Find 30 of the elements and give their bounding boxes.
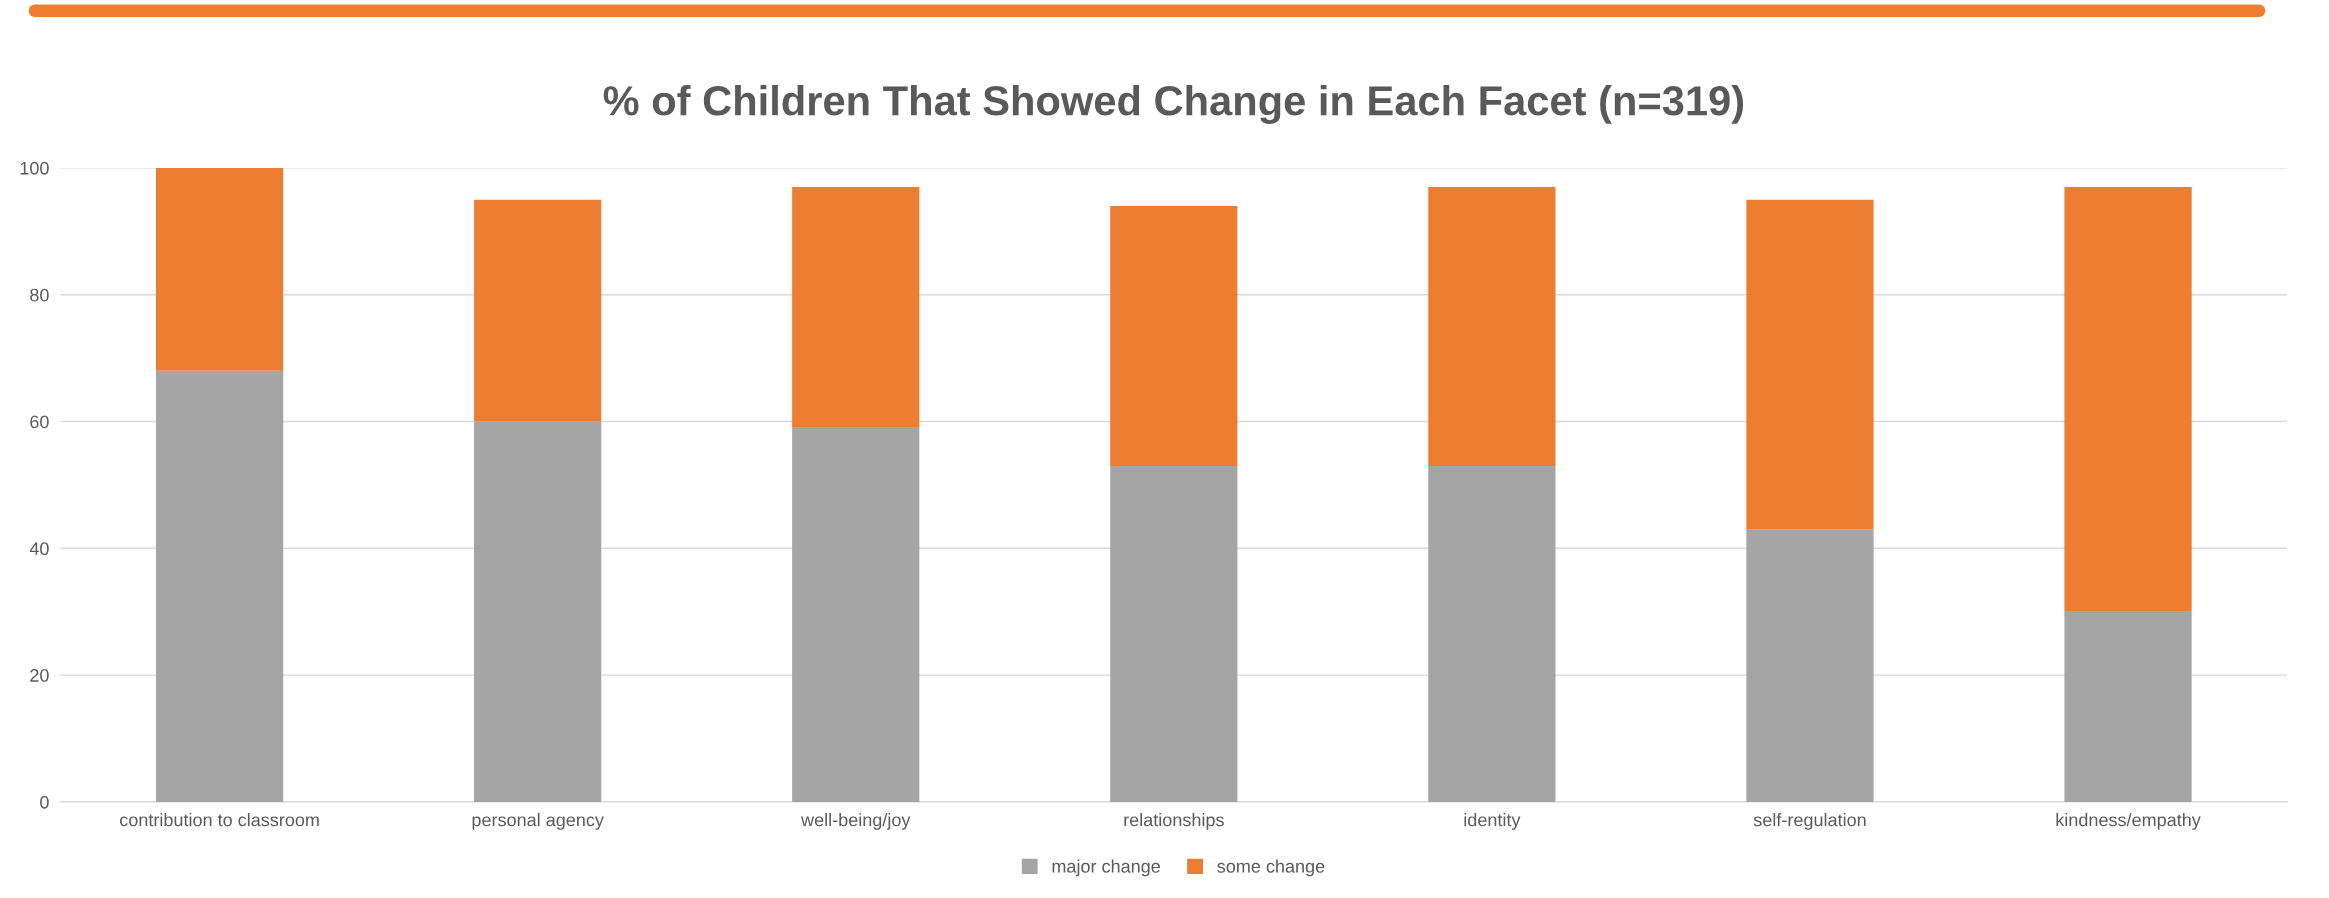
bar (1746, 199, 1874, 530)
bar (1110, 205, 1238, 466)
bar (792, 186, 920, 428)
y-tick-label: 0 (40, 795, 49, 809)
y-tick-label: 20 (30, 669, 49, 682)
y-tick-label: 40 (29, 542, 49, 556)
x-tick-label: relationships (1124, 813, 1224, 830)
bar (792, 427, 920, 802)
bar (1110, 465, 1238, 802)
bar (2064, 611, 2192, 802)
y-tick-label: 80 (30, 288, 49, 302)
bar (155, 370, 284, 802)
chart-title: % of Children That Showed Change in Each Facet (n=319) (603, 84, 1744, 124)
bar (2064, 186, 2192, 612)
x-tick-label: identity (1464, 813, 1521, 830)
x-tick-label: self-regulation (1753, 813, 1866, 830)
x-tick-label: kindness/empathy (2056, 813, 2201, 830)
y-tick-label: 100 (20, 161, 49, 175)
legend-label: major change (1052, 859, 1160, 877)
bar (1428, 186, 1556, 466)
bar (474, 421, 602, 802)
bar (1746, 529, 1874, 802)
x-tick-label: well-being/joy (801, 813, 911, 830)
bar (1428, 465, 1556, 802)
bar (474, 199, 602, 422)
x-tick-label: personal agency (472, 813, 604, 830)
x-tick-label: contribution to classroom (120, 813, 319, 827)
y-tick-label: 60 (30, 415, 49, 429)
legend-label: some change (1217, 859, 1325, 877)
bar (155, 167, 284, 371)
